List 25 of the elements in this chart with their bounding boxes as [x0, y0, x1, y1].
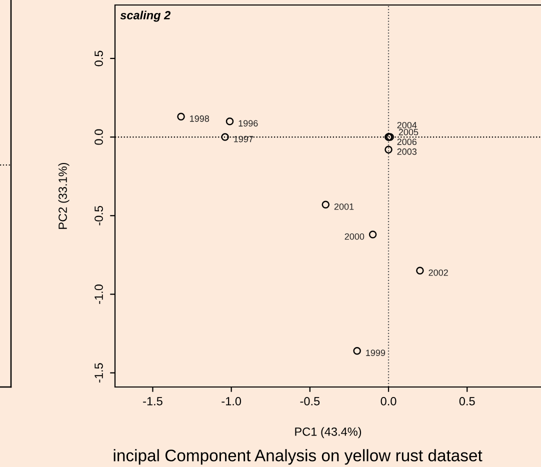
x-tick-label: -0.5	[300, 397, 320, 406]
x-tick-label: -1.5	[143, 397, 162, 406]
annotation: 2005	[398, 128, 418, 136]
chart-title: scaling 2	[120, 10, 171, 22]
annotation: 2004	[397, 122, 417, 128]
x-tick-label: 0.0	[380, 397, 396, 406]
y-tick-label: 0.5	[94, 50, 103, 66]
annotation: 2002	[428, 269, 448, 276]
x-axis-title: PC1 (43.4%)	[295, 427, 362, 438]
y-axis-title: PC2 (33.1%)	[58, 162, 70, 229]
x-tick-label: 0.5	[459, 397, 475, 406]
annotation: 1996	[238, 120, 258, 127]
annotation: 1998	[190, 115, 210, 122]
text: incipal Component Analysis on yellow rust dataset	[114, 449, 482, 465]
annotation: 2006	[397, 138, 417, 146]
y-tick-label: 0.0	[94, 129, 103, 145]
annotation: 2001	[334, 203, 354, 210]
y-tick-label: -0.5	[94, 206, 103, 226]
y-tick-label: -1.0	[94, 284, 103, 304]
annotation: 2000	[344, 233, 364, 240]
annotation: 2003	[397, 148, 417, 155]
annotation: 1997	[234, 136, 253, 142]
annotation: 1999	[366, 350, 386, 356]
x-tick-label: -1.0	[222, 397, 242, 406]
y-tick-label: -1.5	[94, 363, 103, 382]
